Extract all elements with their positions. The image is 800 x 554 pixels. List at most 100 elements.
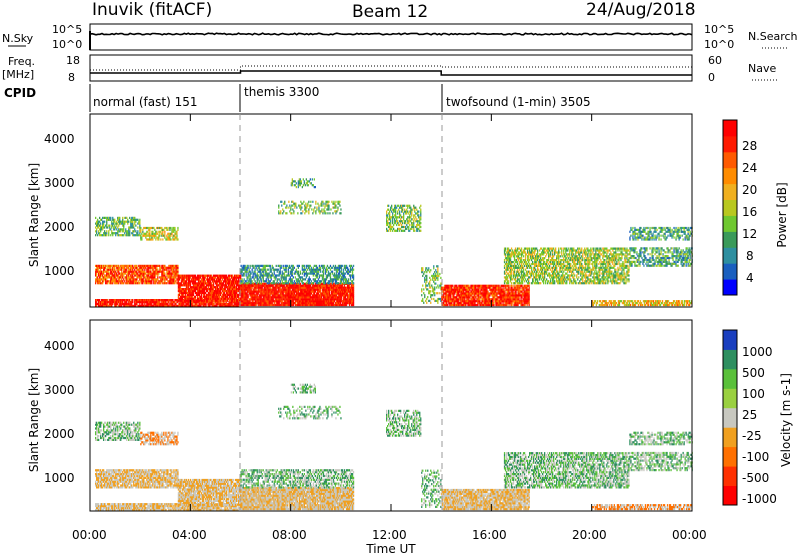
powerCells-cell-3358 [106,232,108,235]
powerCells-cell-4566 [290,184,292,187]
powerCells-cell-3205 [345,302,348,305]
powerCells-cell-2831 [312,294,314,297]
powerCells-cell-2464 [280,290,282,293]
powerCells-cell-905 [140,272,142,275]
powerCells-cell-3434 [119,222,121,225]
powerCells-cell-4715 [398,222,400,225]
powerCells-cell-4653 [390,223,392,227]
powerCells-cell-563 [99,264,101,267]
powerCells-cell-1240 [178,286,181,289]
powerCells-cell-4840 [414,208,416,211]
powerCells-cell-1310 [184,288,187,291]
powerCells-cell-1425 [193,280,196,283]
powerCells-cell-4075 [300,276,302,279]
powerCells-cell-3269 [351,303,354,307]
powerCells-cell-2323 [268,302,270,305]
powerCells-cell-3933 [275,274,277,277]
powerCells-cell-891 [138,264,140,267]
powerCells-cell-2845 [313,290,315,293]
powerCells-cell-3279 [351,284,354,287]
powerCells-cell-3777 [249,274,251,277]
powerCells-cell-3101 [335,284,338,287]
powerCells-cell-4065 [298,282,300,285]
beam-title: Beam 12 [352,2,428,22]
powerCells-cell-2514 [285,302,287,305]
powerCells-cell-2664 [298,303,300,307]
powerCells-cell-4392 [351,276,354,279]
powerCells-cell-4426 [288,200,290,203]
powerCells-cell-3478 [127,230,129,233]
powerCells-cell-3470 [125,216,127,219]
powerCells-cell-803 [128,272,130,275]
powerCells-cell-716 [117,264,119,267]
powerCells-cell-3641 [160,230,162,233]
powerCells-cell-4904 [423,272,425,276]
powerCells-cell-3573 [145,234,147,237]
powerCells-cell-2598 [292,300,294,303]
powerCells-cell-2413 [276,302,278,305]
powerCells-cell-4936 [428,282,430,285]
powerCells-cell-2158 [253,288,255,291]
powerCells-cell-2744 [304,282,306,285]
powerCells-cell-530 [96,278,98,281]
powerCells-cell-114 [126,301,128,304]
powerCells-cell-3963 [281,282,283,285]
powerCells-cell-1919 [234,295,236,298]
powerCells-cell-407 [208,302,210,306]
powerCells-cell-3454 [122,216,124,219]
powerCells-cell-3154 [340,292,343,295]
powerCells-cell-3244 [348,286,351,289]
powerCells-cell-196 [150,304,152,307]
powerCells-cell-2187 [256,298,258,301]
powerCells-cell-4543 [333,202,335,205]
powerCells-cell-2637 [295,286,297,289]
powerCells-cell-54 [109,299,111,302]
powerCells-cell-2750 [305,294,307,297]
powerCells-cell-67 [113,299,115,302]
powerCells-cell-2861 [315,302,318,305]
powerCells-cell-4041 [293,280,295,283]
powerCells-cell-132 [131,301,133,304]
powerCells-cell-1360 [188,290,191,293]
powerCells-cell-7 [96,299,98,302]
powerCells-cell-4368 [347,282,350,285]
powerCells-cell-3495 [130,224,132,227]
powerCells-cell-3576 [146,238,148,241]
powerCells-cell-3599 [150,226,152,230]
powerCells-cell-1291 [182,276,185,279]
powerCells-cell-2137 [251,286,253,289]
powerCells-cell-2463 [280,292,282,295]
station-title: Inuvik (fitACF) [92,0,212,20]
powerCells-cell-840 [132,272,134,275]
powerCells-cell-1743 [219,291,222,295]
powerCells-cell-2165 [254,298,256,301]
powerCells-cell-2602 [292,292,294,295]
powerCells-cell-2049 [243,286,245,289]
powerCells-cell-1787 [223,299,226,302]
powerCells-cell-3802 [254,276,256,279]
powerCells-cell-2921 [320,298,323,301]
powerCells-cell-1076 [161,280,163,283]
powerCells-cell-1585 [206,276,209,279]
powerCells-cell-1396 [191,291,194,295]
powerCells-cell-1802 [224,295,227,298]
powerCells-cell-1676 [214,299,217,302]
powerCells-cell-1866 [230,295,232,298]
powerCells-cell-4142 [312,274,314,277]
powerCells-cell-178 [145,301,147,304]
powerCells-cell-2354 [270,284,272,287]
powerCells-cell-2393 [274,294,276,297]
powerCells-cell-4329 [341,276,344,279]
powerCells-cell-969 [147,266,149,269]
powerCells-cell-2343 [269,286,271,289]
powerCells-cell-1255 [179,276,182,279]
powerCells-cell-3391 [112,232,114,235]
powerCells-cell-1034 [155,280,157,283]
powerCells-cell-237 [160,299,162,302]
powerCells-cell-2125 [250,288,252,291]
powerCells-cell-1833 [227,286,229,289]
powerCells-cell-4388 [350,268,353,271]
powerCells-cell-88 [119,301,121,304]
powerCells-cell-1598 [207,274,210,277]
powerCells-cell-2721 [303,303,305,307]
